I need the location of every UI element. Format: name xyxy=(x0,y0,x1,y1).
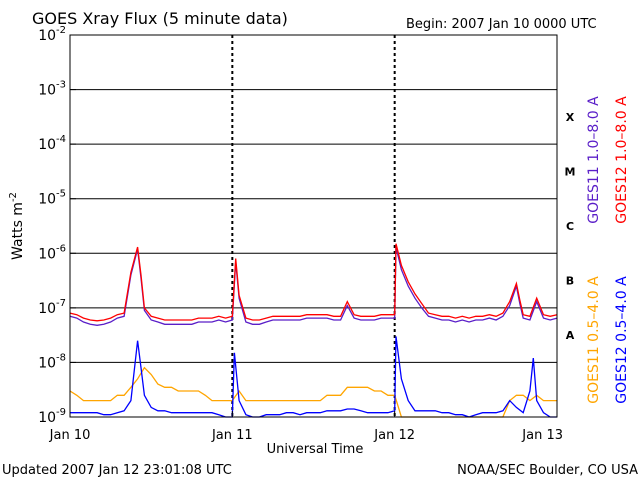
flare-class-label: X xyxy=(566,111,575,124)
flare-class-label: A xyxy=(566,329,575,342)
grid-lines xyxy=(70,35,557,417)
y-tick-exponent: -7 xyxy=(56,298,66,309)
legend-entry: GOES11 0.5–4.0 A xyxy=(586,276,602,404)
y-tick-base: 10 xyxy=(38,192,56,208)
y-tick-base: 10 xyxy=(38,137,56,153)
series-line xyxy=(70,336,557,418)
y-tick-exponent: -4 xyxy=(56,134,66,145)
y-tick-label: 10-4 xyxy=(38,134,66,153)
series-line xyxy=(69,243,558,322)
y-tick-exponent: -9 xyxy=(56,407,66,418)
y-tick-exponent: -3 xyxy=(56,80,66,91)
y-tick-base: 10 xyxy=(38,28,56,44)
plot-area xyxy=(69,34,558,418)
y-tick-exponent: -8 xyxy=(56,352,66,363)
y-tick-base: 10 xyxy=(38,410,56,426)
legend-entry: GOES12 0.5–4.0 A xyxy=(614,276,630,404)
chart-title: GOES Xray Flux (5 minute data) xyxy=(32,9,288,28)
flare-class-label: M xyxy=(565,165,576,178)
y-tick-base: 10 xyxy=(38,355,56,371)
y-tick-label: 10-3 xyxy=(38,80,66,99)
y-tick-label: 10-9 xyxy=(38,407,66,426)
flare-class-labels: A B C M X xyxy=(565,111,576,342)
y-tick-label: 10-2 xyxy=(38,25,66,44)
flare-class-label: B xyxy=(566,275,574,288)
y-tick-base: 10 xyxy=(38,301,56,317)
legend: GOES11 1.0–8.0 A GOES12 1.0–8.0 A GOES11 0… xyxy=(586,96,630,404)
y-tick-labels: 10-910-810-710-610-510-410-310-2 xyxy=(38,25,76,426)
y-axis-label: Watts m-2 xyxy=(8,192,26,260)
x-tick-labels: Jan 10 Jan 11 Jan 12 Jan 13 xyxy=(49,411,563,443)
y-tick-exponent: -2 xyxy=(56,25,66,36)
begin-time: Begin: 2007 Jan 10 0000 UTC xyxy=(406,17,597,32)
updated-timestamp: Updated 2007 Jan 12 23:01:08 UTC xyxy=(2,463,232,478)
x-tick-label: Jan 13 xyxy=(521,428,563,443)
y-axis-label-exponent: -2 xyxy=(8,192,19,202)
credit-text: NOAA/SEC Boulder, CO USA xyxy=(457,463,638,478)
flare-class-label: C xyxy=(566,220,574,233)
x-axis-label: Universal Time xyxy=(267,442,364,457)
y-tick-exponent: -6 xyxy=(56,243,66,254)
y-axis-label-text: Watts m xyxy=(10,202,26,260)
x-tick-label: Jan 12 xyxy=(373,428,415,443)
series-line xyxy=(69,246,558,326)
data-series xyxy=(69,243,558,418)
x-tick-label: Jan 10 xyxy=(49,428,91,443)
y-tick-label: 10-6 xyxy=(38,243,66,262)
legend-entry: GOES11 1.0–8.0 A xyxy=(586,96,602,224)
y-tick-label: 10-5 xyxy=(38,189,66,208)
y-tick-label: 10-8 xyxy=(38,352,66,371)
legend-entry: GOES12 1.0–8.0 A xyxy=(614,96,630,224)
y-tick-label: 10-7 xyxy=(38,298,66,317)
y-tick-exponent: -5 xyxy=(56,189,66,200)
y-tick-base: 10 xyxy=(38,83,56,99)
x-tick-label: Jan 11 xyxy=(211,428,253,443)
y-tick-base: 10 xyxy=(38,246,56,262)
series-line xyxy=(69,366,557,418)
